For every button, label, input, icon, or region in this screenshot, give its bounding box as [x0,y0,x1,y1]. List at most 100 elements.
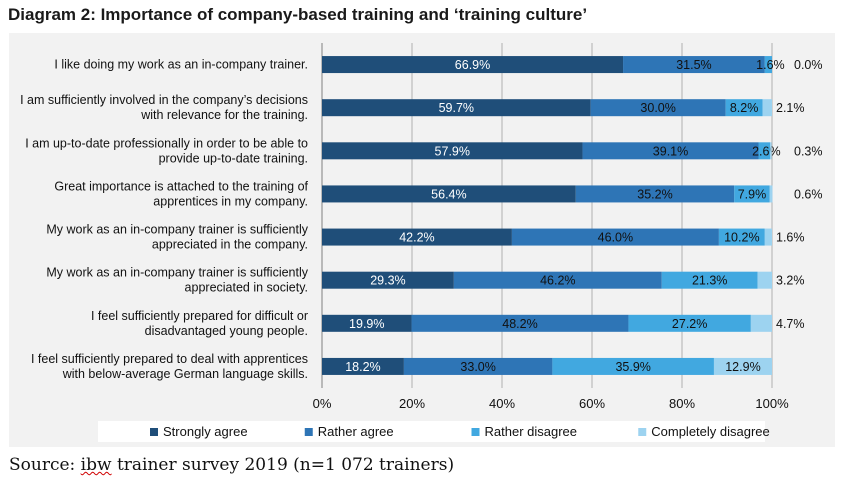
data-label: 35.9% [615,360,650,374]
data-label: 2.6% [752,144,781,158]
x-tick-label: 20% [399,396,425,411]
data-label: 59.7% [439,101,474,115]
data-label: 10.2% [724,231,759,245]
bar-segment [322,271,454,289]
data-label: 30.0% [640,101,675,115]
bar-segment [322,56,624,74]
legend-label: Completely disagree [651,424,770,439]
data-label: 48.2% [502,317,537,331]
data-label: 0.3% [794,144,823,158]
stacked-bar-chart: 0% 20% 40% 60% 80% 100% I like doing my work a… [20,43,823,442]
source-prefix: Source: [9,455,81,475]
data-label: 2.1% [776,101,805,115]
bar-segment [758,142,771,160]
bar-segment [628,314,751,332]
data-label: 56.4% [431,187,466,201]
data-label: 12.9% [725,360,760,374]
bar-segment [403,357,553,375]
data-label: 21.3% [692,274,727,288]
bar-segment [762,99,772,117]
data-label: 3.2% [776,274,805,288]
bar-segment [734,185,770,203]
bar-segment [582,142,759,160]
bar-segment [322,357,404,375]
category-label: apprentices in my company. [153,194,308,208]
data-label: 42.2% [399,231,434,245]
data-label: 46.2% [540,274,575,288]
category-label: I am up-to-date professionally in order … [25,136,308,150]
category-label: appreciated in society. [185,281,308,295]
bar-segment [322,228,512,246]
legend-label: Rather disagree [485,424,578,439]
data-label: 35.2% [637,187,672,201]
data-label: 4.7% [776,317,805,331]
category-label: disadvantaged young people. [145,324,308,338]
source-note: Source: ibw trainer survey 2019 (n=1 072… [9,455,454,475]
data-label: 1.6% [776,231,805,245]
data-label: 66.9% [455,58,490,72]
category-label: with below-average German language skill… [62,367,308,381]
x-tick-label: 60% [579,396,605,411]
legend-box [98,421,765,442]
category-label: provide up-to-date training. [159,151,308,165]
bar-segment [590,99,726,117]
data-label: 33.0% [460,360,495,374]
legend-label: Rather agree [318,424,394,439]
data-label: 46.0% [598,231,633,245]
bar-segment [661,271,758,289]
chart-title: Diagram 2: Importance of company-based t… [8,5,588,24]
x-tick-label: 100% [755,396,789,411]
data-label: 27.2% [672,317,707,331]
data-label: 1.6% [756,58,785,72]
bar-segment [552,357,714,375]
data-label: 0.6% [794,187,823,201]
bar-segment [322,99,591,117]
data-label: 39.1% [653,144,688,158]
data-label: 7.9% [738,187,767,201]
bar-segment [750,314,772,332]
bar-segment [623,56,765,74]
category-label: appreciated in the company. [152,238,308,252]
data-label: 31.5% [676,58,711,72]
bar-segment [757,271,772,289]
category-label: I am sufficiently involved in the compan… [20,93,308,107]
bar-segment [511,228,719,246]
legend-swatch [150,428,158,436]
bar-segment [322,142,583,160]
legend-swatch [471,428,480,436]
legend-swatch [638,428,647,436]
data-label: 0.0% [794,58,823,72]
bar-segment [725,99,763,117]
bar-segment [764,228,772,246]
bar-segment [713,357,772,375]
x-tick-label: 80% [669,396,695,411]
bar-segment [322,314,412,332]
data-label: 19.9% [349,317,384,331]
bar-segment [322,185,576,203]
category-label: I feel sufficiently prepared to deal wit… [31,352,308,366]
category-label: Great importance is attached to the trai… [54,179,308,193]
data-label: 29.3% [370,274,405,288]
category-label: I feel sufficiently prepared for difficu… [91,309,308,323]
data-label: 57.9% [435,144,470,158]
x-tick-label: 0% [313,396,332,411]
data-label: 18.2% [345,360,380,374]
category-label: My work as an in-company trainer is suff… [46,266,308,280]
source-org: ibw [80,455,112,475]
legend-label: Strongly agree [163,424,248,439]
bar-segment [718,228,765,246]
bar-segment [453,271,662,289]
category-label: My work as an in-company trainer is suff… [46,223,308,237]
data-label: 8.2% [730,101,759,115]
bar-segment [770,142,772,160]
bar-segment [769,185,773,203]
legend-swatch [304,428,313,436]
category-label: with relevance for the training. [140,108,308,122]
source-rest: trainer survey 2019 (n=1 072 trainers) [111,455,455,475]
category-label: I like doing my work as an in-company tr… [54,58,308,72]
bar-segment [411,314,629,332]
bar-segment [764,56,772,74]
chart-panel: 0% 20% 40% 60% 80% 100% I like doing my work a… [9,33,835,447]
bar-segment [575,185,735,203]
x-tick-label: 40% [489,396,515,411]
